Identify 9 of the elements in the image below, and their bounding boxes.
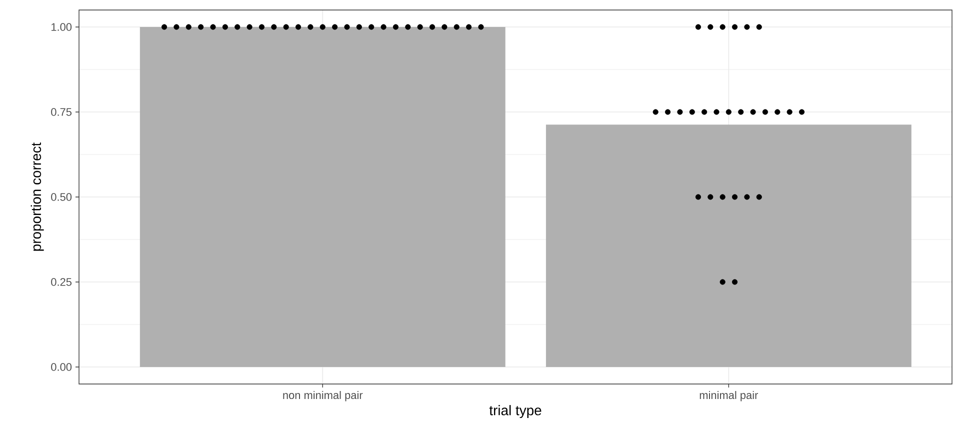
x-axis-title: trial type [489,405,542,418]
y-tick-label: 0.75 [51,108,72,116]
x-tick-label: minimal pair [700,391,758,402]
y-tick-label: 0.25 [51,278,72,286]
y-tick-label: 0.00 [51,363,72,371]
x-tick-label: non minimal pair [283,391,363,402]
y-axis-title: proportion correct [30,142,44,251]
y-tick-label: 0.50 [51,193,72,201]
y-tick-label: 1.00 [51,23,72,31]
